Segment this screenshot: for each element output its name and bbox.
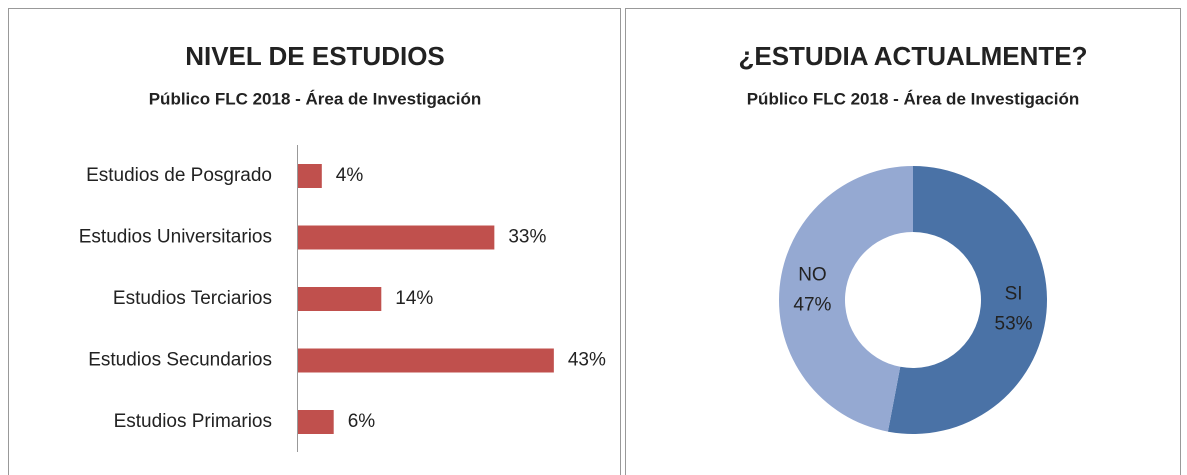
segment-label: NO (798, 265, 827, 286)
value-label: 47% (793, 295, 831, 316)
chart-subtitle: Público FLC 2018 - Área de Investigación (747, 89, 1080, 108)
value-label: 6% (348, 411, 376, 432)
category-label: Estudios Universitarios (79, 227, 272, 248)
category-label: Estudios de Posgrado (86, 165, 272, 186)
donut-segment (778, 166, 913, 432)
chart-title: ¿ESTUDIA ACTUALMENTE? (738, 41, 1087, 71)
value-label: 4% (336, 165, 364, 186)
value-label: 53% (995, 314, 1033, 335)
bar (298, 348, 554, 373)
donut-segment (887, 166, 1047, 434)
value-label: 33% (508, 227, 546, 248)
segment-label: SI (1005, 284, 1023, 305)
value-label: 14% (395, 288, 433, 309)
category-label: Estudios Secundarios (88, 350, 272, 371)
category-label: Estudios Primarios (114, 411, 272, 432)
right-panel (625, 8, 1181, 475)
bar (298, 287, 382, 311)
chart-subtitle: Público FLC 2018 - Área de Investigación (149, 89, 482, 108)
bar (298, 164, 322, 188)
left-panel (8, 8, 621, 475)
bar (298, 225, 495, 250)
bar (298, 410, 334, 434)
category-label: Estudios Terciarios (113, 288, 272, 309)
chart-title: NIVEL DE ESTUDIOS (185, 41, 445, 71)
value-label: 43% (568, 350, 606, 371)
